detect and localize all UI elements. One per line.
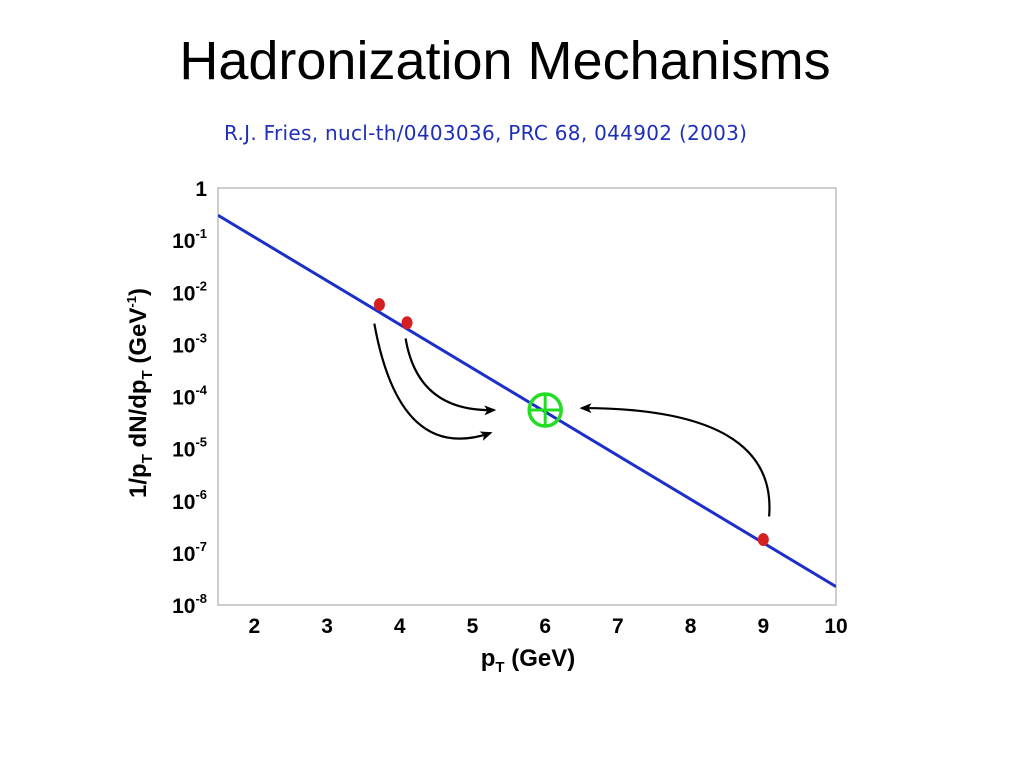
y-tick-label: 10-7 (172, 539, 207, 566)
x-tick-label: 5 (467, 615, 479, 638)
y-axis-label: 1/pT dN/dpT (GeV-1) (124, 288, 156, 498)
x-axis-label: pT (GeV) (481, 645, 576, 676)
x-tick-label: 9 (757, 615, 769, 638)
plot-frame (217, 187, 837, 606)
x-tick-label: 6 (539, 615, 551, 638)
x-tick-label: 7 (612, 615, 624, 638)
x-tick-label: 10 (824, 615, 847, 638)
data-point (401, 316, 413, 330)
y-axis-ticks: 1 10-1 10-2 10-3 10-4 10-5 10-6 10-7 10-8 (172, 178, 208, 618)
x-tick-label: 4 (394, 615, 406, 638)
data-point (373, 298, 385, 312)
arrows-group (373, 323, 771, 517)
slide-title: Hadronization Mechanisms (179, 31, 831, 91)
y-tick-label: 10-2 (172, 278, 207, 305)
series-line (218, 213, 836, 588)
y-tick-label: 10-6 (172, 487, 207, 514)
y-tick-label: 10-3 (172, 330, 207, 357)
curved-arrow (579, 403, 771, 517)
y-tick-label: 10-5 (172, 435, 207, 462)
citation-text[interactable]: R.J. Fries, nucl-th/0403036, PRC 68, 044… (224, 121, 748, 145)
y-tick-label: 10-1 (172, 226, 207, 253)
x-tick-label: 2 (249, 615, 261, 638)
y-tick-label: 1 (195, 178, 207, 201)
curved-arrow (373, 323, 493, 441)
data-point (757, 533, 769, 547)
y-tick-label: 10-8 (172, 591, 207, 618)
points-group (373, 298, 769, 547)
series-group (218, 213, 836, 588)
y-tick-label: 10-4 (172, 383, 208, 410)
curved-arrow (404, 338, 497, 416)
x-tick-label: 3 (321, 615, 333, 638)
x-axis-ticks: 2 3 4 5 6 7 8 9 10 (249, 615, 848, 638)
x-tick-label: 8 (685, 615, 697, 638)
target-group (527, 392, 563, 428)
